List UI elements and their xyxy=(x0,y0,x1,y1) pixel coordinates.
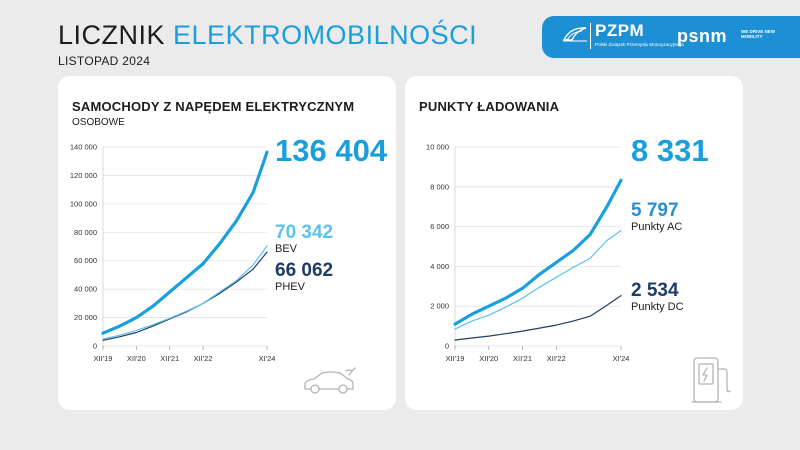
dc-value: 2 534 xyxy=(631,280,679,301)
page-title-part1: LICZNIK xyxy=(58,20,166,50)
ac-value: 5 797 xyxy=(631,200,679,221)
charging-xtick-label: XI'24 xyxy=(613,354,630,363)
ev-ytick-label: 40 000 xyxy=(74,285,97,294)
pzpm-tagline: Polski Związek Przemysłu Motoryzacyjnego xyxy=(595,42,685,47)
charging-ytick-label: 6 000 xyxy=(430,222,449,231)
ev-ytick-label: 60 000 xyxy=(74,256,97,265)
charging-station-icon xyxy=(691,357,731,403)
ev-ytick-label: 100 000 xyxy=(70,199,97,208)
charging-line-punkty-ac xyxy=(454,230,622,330)
ev-cars-subtitle: OSOBOWE xyxy=(72,117,125,128)
page-title-part2: ELEKTROMOBILNOŚCI xyxy=(173,20,478,50)
ev-line-bev xyxy=(102,245,268,340)
pzpm-separator xyxy=(590,23,591,49)
ev-cars-title: SAMOCHODY Z NAPĘDEM ELEKTRYCZNYM xyxy=(72,99,355,114)
ev-xtick-label: XI'24 xyxy=(259,354,276,363)
charging-ytick-label: 10 000 xyxy=(426,143,449,152)
bev-label: BEV xyxy=(275,243,298,255)
ev-ytick-label: 80 000 xyxy=(74,228,97,237)
charging-xtick-label: XII'20 xyxy=(479,354,498,363)
pzpm-bird-icon xyxy=(562,27,587,42)
charging-ytick-label: 8 000 xyxy=(430,182,449,191)
ev-ytick-label: 20 000 xyxy=(74,313,97,322)
charging-total-value: 8 331 xyxy=(631,133,709,168)
ac-label: Punkty AC xyxy=(631,221,683,233)
ev-ytick-label: 120 000 xyxy=(70,171,97,180)
psnm-logo: psnm WE DRIVE NEW MOBILITY xyxy=(677,26,787,48)
pzpm-name: PZPM xyxy=(595,21,645,40)
ev-ytick-label: 140 000 xyxy=(70,143,97,152)
page-subtitle: LISTOPAD 2024 xyxy=(58,54,151,68)
ev-xtick-label: XII'19 xyxy=(94,354,113,363)
ev-cars-chart: 0 20 000 40 000 60 000 80 000 100 000 120 000 1… xyxy=(70,143,276,364)
charging-ytick-label: 2 000 xyxy=(430,302,449,311)
psnm-name: psnm xyxy=(677,26,728,46)
psnm-tagline: WE DRIVE NEW MOBILITY xyxy=(741,29,776,39)
charging-points-title: PUNKTY ŁADOWANIA xyxy=(419,99,560,114)
ev-xtick-label: XII'21 xyxy=(160,354,179,363)
ev-line-total xyxy=(101,150,269,335)
pzpm-logo: PZPM Polski Związek Przemysłu Motoryzacy… xyxy=(562,21,684,51)
ev-ytick-label: 0 xyxy=(93,342,97,351)
ev-cars-card: SAMOCHODY Z NAPĘDEM ELEKTRYCZNYM OSOBOWE… xyxy=(58,76,396,410)
ev-total-value: 136 404 xyxy=(275,133,388,168)
phev-label: PHEV xyxy=(275,281,305,293)
bev-value: 70 342 xyxy=(275,222,334,243)
charging-points-chart: 0 2 000 4 000 6 000 8 000 10 000 XII'19 XII'20 X… xyxy=(426,143,630,364)
ev-xtick-label: XII'22 xyxy=(194,354,213,363)
dc-label: Punkty DC xyxy=(631,301,684,313)
logo-banner: PZPM Polski Związek Przemysłu Motoryzacy… xyxy=(542,16,800,58)
charging-line-total xyxy=(453,178,623,326)
charging-ytick-label: 0 xyxy=(445,342,449,351)
charging-ytick-label: 4 000 xyxy=(430,262,449,271)
charging-xtick-label: XII'22 xyxy=(547,354,566,363)
page-title: LICZNIK ELEKTROMOBILNOŚCI xyxy=(58,20,477,51)
charging-points-card: PUNKTY ŁADOWANIA 0 2 000 4 000 6 000 8 000 10… xyxy=(405,76,743,410)
ev-xtick-label: XII'20 xyxy=(127,354,146,363)
charging-line-punkty-dc xyxy=(454,295,622,341)
electric-car-icon xyxy=(304,367,356,394)
charging-xtick-label: XII'19 xyxy=(446,354,465,363)
ev-line-phev xyxy=(102,251,268,341)
charging-xtick-label: XII'21 xyxy=(513,354,532,363)
phev-value: 66 062 xyxy=(275,260,334,281)
